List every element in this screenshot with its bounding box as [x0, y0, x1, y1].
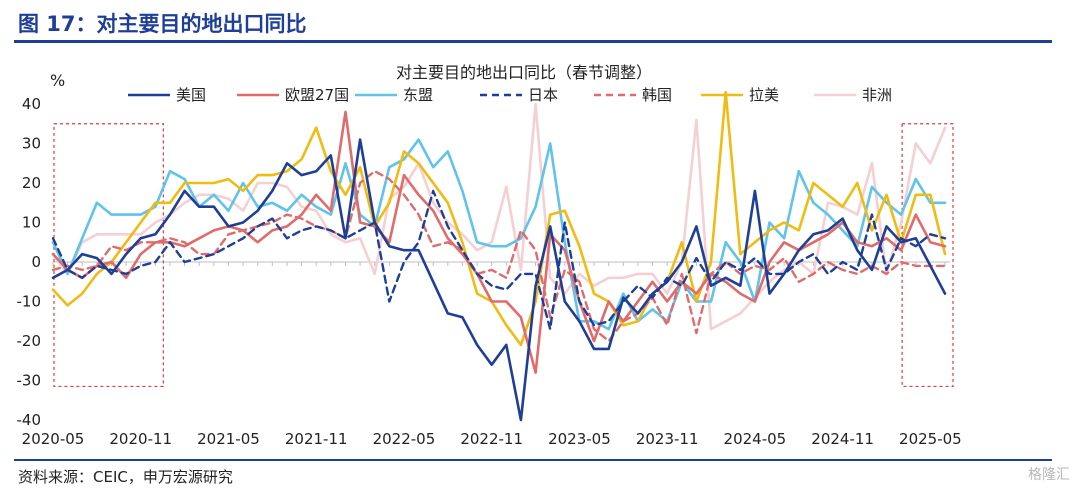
series-line-韩国 — [51, 169, 947, 343]
x-tick-label: 2025-05 — [899, 430, 962, 448]
series-line-欧盟27国 — [51, 110, 947, 374]
legend-label: 东盟 — [403, 86, 433, 104]
legend-label: 日本 — [528, 86, 558, 104]
legend-label: 美国 — [176, 86, 206, 104]
source-note: 资料来源：CEIC，申万宏源研究 — [18, 468, 233, 486]
x-tick-label: 2022-11 — [460, 430, 523, 448]
chart-title: 对主要目的地出口同比（春节调整） — [396, 63, 652, 82]
legend-label: 拉美 — [749, 86, 779, 104]
y-tick-label: 30 — [22, 135, 41, 153]
series-line-美国 — [51, 138, 947, 422]
x-tick-label: 2024-05 — [724, 430, 787, 448]
y-axis: -40 -30 -20 -10 0 10 20 30 40 — [17, 95, 42, 429]
legend-label: 韩国 — [642, 86, 672, 104]
x-tick-label: 2023-11 — [636, 430, 699, 448]
x-tick-label: 2024-11 — [811, 430, 874, 448]
y-tick-label: -30 — [17, 372, 42, 390]
series-line-东盟 — [51, 138, 947, 331]
x-axis: 2020-05 2020-11 2021-05 2021-11 2022-05 2022-… — [22, 262, 962, 448]
y-tick-label: 10 — [22, 214, 41, 232]
title-rule — [14, 40, 1052, 43]
source-rule — [14, 459, 1052, 461]
legend-label: 欧盟27国 — [285, 86, 349, 104]
x-tick-label: 2021-11 — [285, 430, 348, 448]
figure-title: 图 17：对主要目的地出口同比 — [18, 12, 307, 36]
y-tick-label: -40 — [17, 411, 42, 429]
highlight-box — [901, 123, 954, 388]
x-tick-label: 2021-05 — [197, 430, 260, 448]
x-tick-label: 2022-05 — [373, 430, 436, 448]
legend: 美国 欧盟27国 东盟 日本 韩国 拉美 非洲 — [128, 86, 892, 104]
x-tick-label: 2020-11 — [109, 430, 172, 448]
y-tick-label: 40 — [22, 95, 41, 113]
highlight-box — [53, 123, 164, 388]
y-tick-label: -20 — [17, 332, 42, 350]
series-line-非洲 — [51, 102, 947, 331]
series-line-日本 — [51, 189, 947, 331]
watermark-logo: 格隆汇 — [1028, 467, 1070, 483]
y-tick-label: 20 — [22, 174, 41, 192]
y-tick-label: 0 — [31, 253, 41, 271]
y-tick-label: -10 — [17, 293, 42, 311]
series-line-拉美 — [51, 90, 947, 347]
series-lines — [51, 90, 947, 422]
x-tick-label: 2023-05 — [548, 430, 611, 448]
y-axis-label: % — [50, 71, 65, 90]
x-tick-label: 2020-05 — [22, 430, 85, 448]
legend-label: 非洲 — [862, 86, 892, 104]
